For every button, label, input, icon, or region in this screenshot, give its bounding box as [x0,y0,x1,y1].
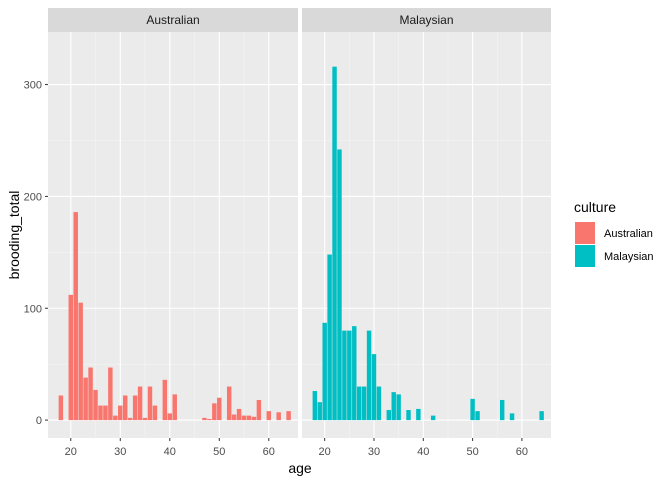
bar-malaysian-age-21 [327,254,332,421]
legend-swatch-australian [575,222,595,244]
bar-australian-age-24 [88,367,93,421]
bar-malaysian-age-29 [366,330,372,421]
bar-australian-age-29 [113,415,118,421]
x-tick-label: 40 [417,446,429,458]
bar-australian-age-25 [93,389,98,421]
y-tick-label: 100 [24,303,42,315]
bar-malaysian-age-23 [337,149,342,421]
strip-label-australian: Australian [146,13,199,27]
legend-title: culture [574,199,616,215]
x-tick-label: 20 [65,446,77,458]
bar-malaysian-age-30 [371,354,377,421]
bar-australian-age-55 [241,415,247,421]
bar-malaysian-age-50 [470,398,475,421]
bar-malaysian-age-39 [416,408,421,421]
bar-australian-age-22 [78,302,83,421]
bar-malaysian-age-31 [376,386,382,421]
bar-australian-age-57 [251,416,257,421]
bar-malaysian-age-27 [356,386,362,421]
bar-malaysian-age-19 [317,402,322,421]
x-tick-label: 60 [263,446,275,458]
bar-australian-age-26 [98,405,103,421]
strip-label-malaysian: Malaysian [399,13,453,27]
bar-australian-age-60 [266,411,272,421]
bar-malaysian-age-51 [475,411,480,421]
bar-australian-age-30 [118,405,123,421]
bar-malaysian-age-25 [347,330,352,421]
bar-australian-age-28 [108,367,113,421]
y-tick-label: 300 [24,80,42,92]
bar-australian-age-47 [202,417,207,421]
bar-malaysian-age-18 [312,391,318,421]
bar-australian-age-27 [103,405,108,421]
bar-australian-age-56 [246,415,252,421]
bar-malaysian-age-22 [332,66,337,421]
legend-label-malaysian: Malaysian [604,251,654,263]
bar-malaysian-age-64 [539,411,544,421]
bar-australian-age-52 [226,386,232,421]
bar-australian-age-33 [132,395,138,421]
bar-malaysian-age-42 [430,415,436,421]
bar-australian-age-41 [172,394,177,421]
bar-australian-age-39 [162,379,168,421]
y-axis-title: brooding_total [6,191,22,280]
bar-malaysian-age-33 [386,410,391,421]
bar-malaysian-age-20 [322,322,327,421]
x-tick-label: 20 [319,446,331,458]
x-tick-label: 60 [516,446,528,458]
bar-malaysian-age-37 [406,410,411,421]
bar-malaysian-age-35 [396,394,401,421]
panel-background-australian [48,32,298,438]
bar-australian-age-54 [236,408,242,421]
bar-australian-age-23 [83,377,88,421]
bar-australian-age-32 [127,417,133,421]
y-tick-label: 200 [24,191,42,203]
bar-malaysian-age-26 [352,326,357,421]
bar-australian-age-34 [137,386,143,421]
legend-swatch-malaysian [575,245,595,267]
bar-australian-age-21 [73,212,78,421]
bar-australian-age-50 [217,397,222,421]
x-axis-title: age [288,460,312,476]
y-tick-label: 0 [36,415,42,427]
bar-australian-age-35 [142,417,148,421]
bar-malaysian-age-28 [361,386,367,421]
x-tick-label: 30 [368,446,380,458]
bar-australian-age-53 [231,414,237,421]
bar-australian-age-49 [212,403,217,421]
bar-malaysian-age-24 [342,330,347,421]
x-tick-label: 40 [164,446,176,458]
bar-malaysian-age-58 [509,413,515,421]
x-tick-label: 50 [466,446,478,458]
bar-australian-age-58 [256,399,262,421]
bar-australian-age-31 [123,395,128,421]
bar-australian-age-20 [68,294,73,421]
bar-malaysian-age-56 [499,399,505,421]
bar-australian-age-64 [286,411,291,421]
bar-malaysian-age-34 [391,392,396,421]
strip-malaysian [302,8,551,32]
strip-australian [48,8,298,32]
bar-australian-age-37 [152,405,158,421]
x-tick-label: 50 [213,446,225,458]
bar-australian-age-18 [58,395,64,421]
x-tick-label: 30 [114,446,126,458]
bar-australian-age-48 [207,418,212,421]
bar-australian-age-36 [147,386,153,421]
bar-australian-age-62 [276,412,281,421]
bar-australian-age-40 [167,413,173,421]
legend-label-australian: Australian [604,228,653,240]
